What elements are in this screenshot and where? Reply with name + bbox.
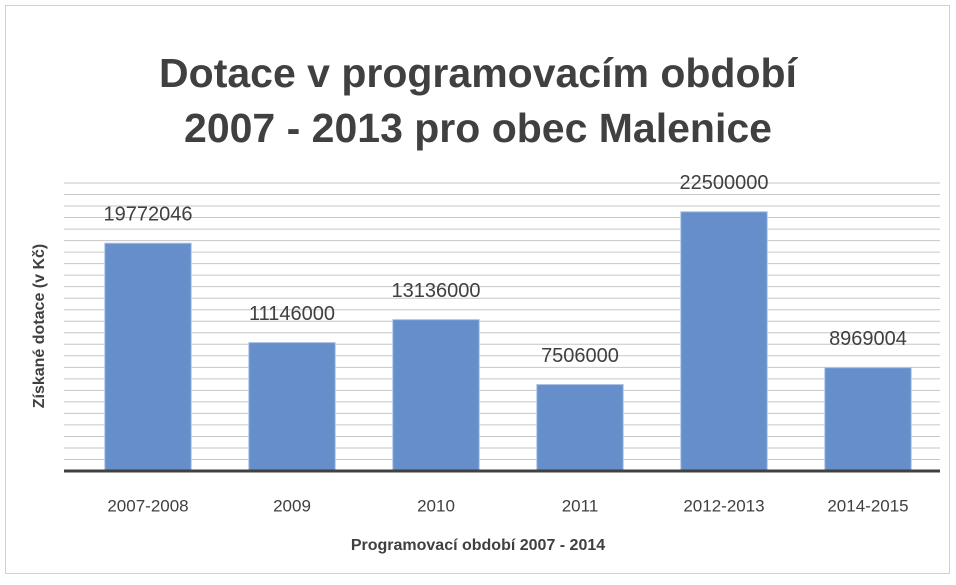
x-tick-label: 2011 <box>562 496 599 515</box>
data-label: 8969004 <box>829 328 907 350</box>
x-tick-label: 2014-2015 <box>827 496 908 515</box>
bar <box>536 384 624 472</box>
x-tick-label: 2012-2013 <box>683 496 764 515</box>
data-label: 19772046 <box>104 204 193 226</box>
data-label: 11146000 <box>249 303 335 325</box>
x-axis-label: Programovací období 2007 - 2014 <box>351 537 605 554</box>
bar <box>680 211 768 472</box>
bar <box>392 319 480 472</box>
bar <box>104 242 192 472</box>
bar <box>824 367 912 472</box>
x-tick-label: 2010 <box>417 496 455 515</box>
y-axis-label: Získané dotace (v Kč) <box>31 244 48 409</box>
data-label: 13136000 <box>392 280 481 302</box>
data-label: 7506000 <box>541 345 619 367</box>
chart-title: Dotace v programovacím období <box>159 50 799 96</box>
data-label: 22500000 <box>680 172 769 194</box>
x-tick-label: 2007-2008 <box>107 496 188 515</box>
chart-title: 2007 - 2013 pro obec Malenice <box>184 105 772 151</box>
bar <box>248 342 336 472</box>
x-tick-label: 2009 <box>273 496 311 515</box>
